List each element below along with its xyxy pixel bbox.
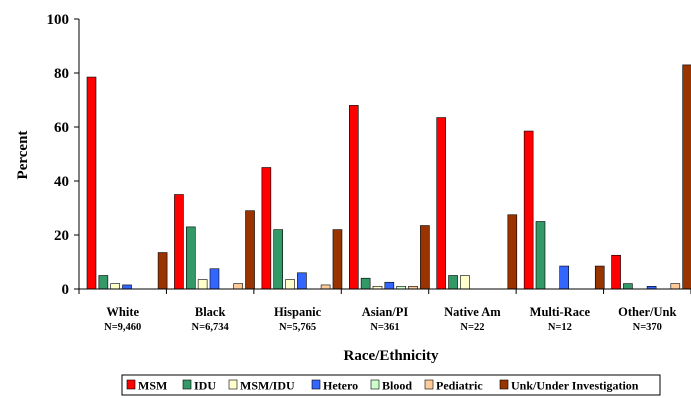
bar-msm-idu-white (110, 283, 120, 290)
bar-pediatric-other-unk (670, 283, 681, 290)
y-tick-label: 40 (54, 174, 69, 190)
x-category-label: White (106, 305, 139, 319)
bar-hetero-asian-pi (384, 281, 395, 290)
x-category-count: N=361 (370, 322, 399, 333)
bars (86, 64, 691, 290)
bar-unk-under-investigation-black (245, 210, 255, 290)
legend: MSM IDU MSM/IDU Hetero Blood Pediatric Unk/Und… (121, 374, 661, 396)
x-category-label: Native Am (444, 305, 501, 319)
x-category-label: Black (195, 305, 226, 319)
legend-label: Blood (382, 379, 412, 393)
x-axis: White N=9,460 Black N=6,734 Hispanic N=5,765 A… (78, 288, 691, 333)
x-category-label: Multi-Race (530, 305, 591, 319)
bar-idu-other-unk (623, 283, 633, 290)
x-category-count: N=22 (460, 322, 484, 333)
bar-msm-asian-pi (348, 105, 359, 290)
bar-idu-black (185, 226, 196, 290)
bar-msm-idu-black (197, 279, 208, 290)
legend-swatch (370, 379, 380, 390)
bar-unk-under-investigation-white (157, 252, 168, 290)
legend-swatch (311, 379, 321, 390)
bar-msm-idu-hispanic (285, 279, 295, 290)
y-tick-label: 80 (54, 66, 69, 82)
bar-hetero-black (209, 268, 220, 290)
legend-label: MSM/IDU (240, 379, 295, 393)
bar-unk-under-investigation-multi-race (594, 265, 605, 290)
bar-idu-asian-pi (360, 277, 371, 290)
legend-label: Unk/Under Investigation (511, 379, 639, 393)
y-tick-label: 60 (54, 120, 69, 136)
legend-label: IDU (194, 379, 216, 393)
bar-unk-under-investigation-other-unk (682, 64, 691, 290)
bar-msm-other-unk (611, 254, 621, 290)
bar-hetero-hispanic (297, 272, 307, 290)
legend-swatch (499, 379, 509, 390)
y-axis: 0 20 40 60 80 100 (47, 12, 80, 298)
y-tick-label: 20 (54, 228, 69, 244)
bar-msm-multi-race (523, 130, 534, 290)
bar-idu-hispanic (273, 229, 284, 290)
bar-unk-under-investigation-asian-pi (420, 225, 430, 290)
y-tick-label: 0 (62, 282, 70, 298)
legend-swatch (126, 379, 136, 390)
bar-hetero-multi-race (559, 265, 569, 290)
legend-label: Hetero (323, 379, 358, 393)
legend-swatch (182, 379, 192, 390)
bar-idu-multi-race (535, 221, 546, 290)
legend-label: MSM (138, 379, 167, 393)
bar-msm-black (174, 194, 184, 290)
x-category-count: N=370 (633, 322, 662, 333)
x-category-count: N=6,734 (192, 322, 230, 333)
x-axis-title: Race/Ethnicity (344, 348, 439, 364)
legend-swatch (424, 379, 434, 390)
bar-msm-hispanic (261, 167, 272, 290)
bar-unk-under-investigation-native-am (507, 214, 518, 290)
bar-idu-white (98, 275, 109, 290)
legend-box (121, 374, 661, 396)
x-category-label: Other/Unk (618, 305, 676, 319)
bar-idu-native-am (448, 275, 458, 290)
bar-unk-under-investigation-hispanic (332, 229, 343, 290)
x-category-label: Hispanic (274, 305, 322, 319)
bar-pediatric-black (233, 283, 243, 290)
bar-msm-white (86, 76, 97, 290)
x-category-label: Asian/PI (362, 305, 409, 319)
bar-pediatric-hispanic (320, 284, 331, 290)
legend-label: Pediatric (436, 379, 483, 393)
bar-msm-native-am (436, 117, 447, 290)
bar-msm-idu-native-am (460, 275, 470, 290)
x-category-count: N=12 (548, 322, 572, 333)
x-category-count: N=9,460 (104, 322, 141, 333)
x-category-count: N=5,765 (279, 322, 316, 333)
legend-swatch (228, 379, 238, 390)
y-axis-title: Percent (15, 131, 31, 180)
y-tick-label: 100 (47, 12, 70, 28)
bar-hetero-white (122, 284, 132, 290)
